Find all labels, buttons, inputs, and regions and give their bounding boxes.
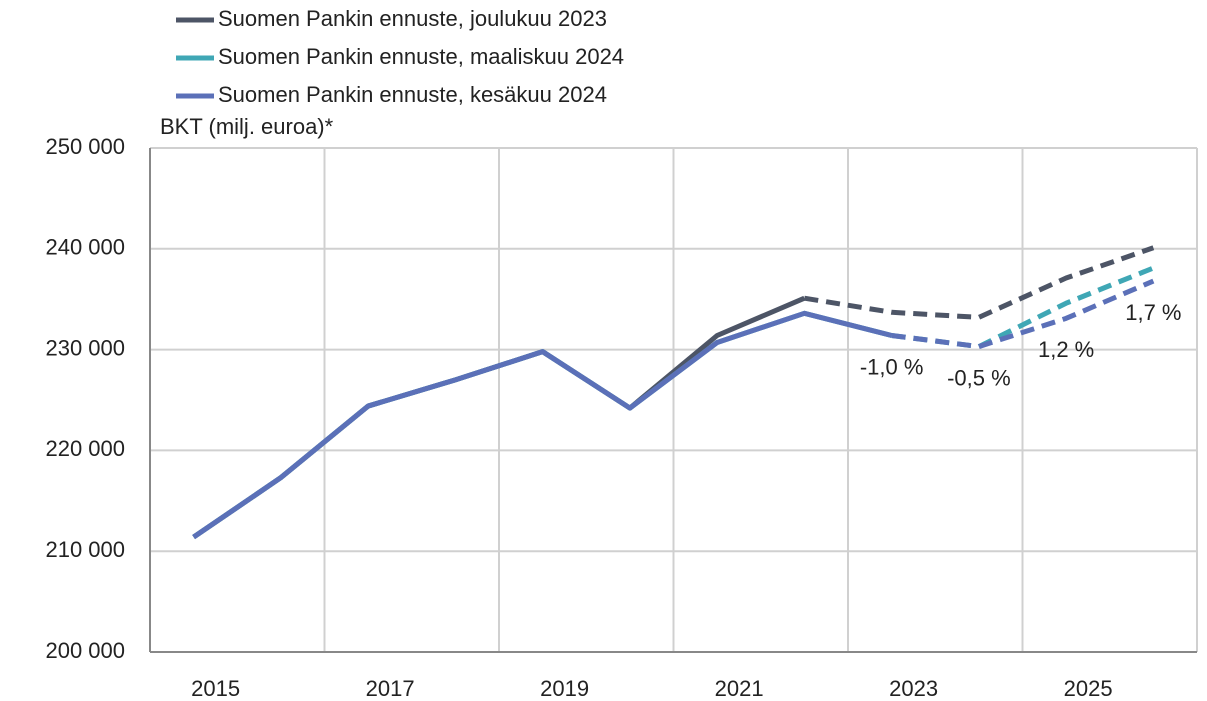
growth-label: -1,0 %	[860, 354, 924, 379]
legend-label: Suomen Pankin ennuste, joulukuu 2023	[218, 6, 607, 31]
x-tick-label: 2023	[889, 676, 938, 701]
y-tick-label: 240 000	[45, 235, 125, 260]
legend-label: Suomen Pankin ennuste, maaliskuu 2024	[218, 44, 624, 69]
x-tick-label: 2017	[366, 676, 415, 701]
growth-label: 1,7 %	[1125, 300, 1181, 325]
legend-label: Suomen Pankin ennuste, kesäkuu 2024	[218, 82, 607, 107]
x-tick-label: 2019	[540, 676, 589, 701]
y-axis-label: BKT (milj. euroa)*	[160, 114, 334, 139]
y-tick-label: 250 000	[45, 134, 125, 159]
y-tick-label: 200 000	[45, 638, 125, 663]
x-tick-label: 2021	[715, 676, 764, 701]
x-tick-label: 2025	[1064, 676, 1113, 701]
forecast-line	[891, 265, 1155, 350]
y-tick-label: 220 000	[45, 436, 125, 461]
forecast-line	[803, 245, 1155, 320]
x-tick-label: 2015	[191, 676, 240, 701]
growth-label: -0,5 %	[947, 365, 1011, 390]
y-tick-label: 210 000	[45, 537, 125, 562]
series-line	[192, 310, 893, 540]
growth-label: 1,2 %	[1038, 337, 1094, 362]
forecast-line	[891, 278, 1155, 350]
y-tick-label: 230 000	[45, 335, 125, 360]
series-line	[192, 310, 893, 540]
